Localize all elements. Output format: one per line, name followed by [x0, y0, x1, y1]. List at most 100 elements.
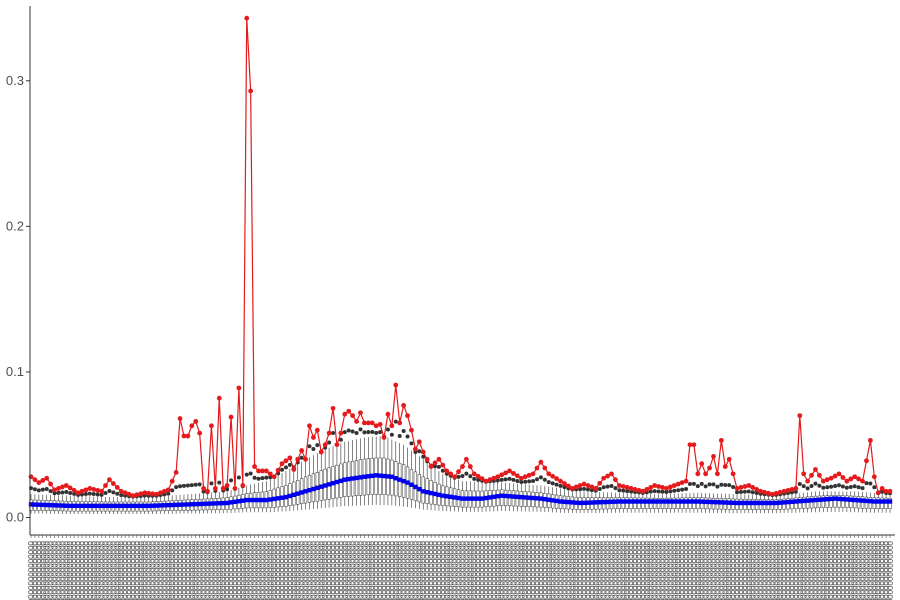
median-point [538, 496, 544, 501]
median-point [511, 494, 516, 499]
median-point [652, 499, 657, 504]
x-tick-label: 0000000000000000000 [878, 540, 887, 600]
max-point [232, 486, 238, 491]
x-tick-label: 0000000000000000000 [835, 540, 844, 600]
x-tick-label: 0000000000000000000 [294, 540, 303, 600]
outlier-point [597, 486, 602, 491]
x-tick-label: 0000000000000000000 [341, 540, 350, 600]
outlier-point [742, 489, 747, 494]
max-point [436, 456, 442, 462]
outlier-point [52, 491, 57, 496]
median-point [75, 503, 81, 509]
outlier-point [617, 488, 622, 493]
x-tick-label: 0000000000000000000 [498, 540, 507, 600]
median-point [79, 503, 85, 509]
max-point [715, 471, 720, 477]
median-point [275, 496, 281, 501]
median-series [28, 473, 893, 509]
median-point [801, 498, 806, 504]
max-point [707, 465, 712, 471]
median-point [115, 503, 120, 509]
max-point [750, 485, 756, 490]
box [829, 495, 833, 508]
median-point [370, 473, 375, 478]
max-point [307, 423, 312, 429]
max-point [856, 476, 862, 482]
max-point [479, 476, 485, 482]
outlier-point [83, 492, 88, 497]
x-tick-label: 0000000000000000000 [98, 540, 107, 600]
outlier-point [331, 430, 336, 435]
outlier-point [64, 490, 69, 495]
max-point [169, 478, 175, 484]
x-tick-label: 0000000000000000000 [874, 540, 883, 600]
median-point [479, 496, 485, 501]
max-point [369, 420, 375, 426]
x-tick-label: 0000000000000000000 [792, 540, 801, 600]
median-point [574, 500, 579, 505]
x-tick-label: 0000000000000000000 [804, 540, 813, 600]
median-point [326, 482, 332, 487]
outlier-point [821, 485, 826, 490]
x-tick-label: 0000000000000000000 [204, 540, 213, 600]
max-point [118, 488, 124, 494]
max-point [263, 468, 269, 474]
median-point [322, 483, 328, 488]
outlier-point [268, 475, 273, 480]
x-tick-label: 0000000000000000000 [678, 540, 687, 600]
x-tick-label: 0000000000000000000 [706, 540, 715, 600]
max-point [840, 475, 846, 480]
x-tick-label: 0000000000000000000 [196, 540, 205, 600]
max-point [193, 419, 199, 424]
outlier-point [797, 482, 802, 487]
x-tick-label: 0000000000000000000 [662, 540, 671, 600]
x-tick-label: 0000000000000000000 [788, 540, 797, 600]
outlier-point [727, 483, 732, 488]
max-point [652, 483, 658, 488]
x-tick-label: 0000000000000000000 [251, 540, 260, 600]
max-point [628, 486, 634, 491]
y-tick-label: 0.3 [6, 73, 24, 88]
x-tick-label: 0000000000000000000 [619, 540, 628, 600]
x-tick-label: 0000000000000000000 [702, 540, 711, 600]
max-point [79, 488, 85, 494]
x-tick-label: 0000000000000000000 [211, 540, 220, 600]
max-point [318, 449, 324, 455]
median-point [534, 496, 540, 501]
x-tick-labels: 0000000000000000000000000000000000000000… [27, 535, 895, 600]
median-point [315, 485, 320, 491]
median-point [464, 496, 469, 501]
median-point [138, 503, 144, 509]
max-point [405, 413, 410, 419]
x-tick-label: 0000000000000000000 [553, 540, 562, 600]
median-point [625, 499, 630, 504]
max-point [824, 477, 830, 483]
outlier-point [401, 428, 406, 433]
median-point [860, 498, 865, 503]
max-point [181, 433, 187, 439]
max-point [601, 475, 607, 481]
outlier-point [813, 481, 818, 486]
x-tick-label: 0000000000000000000 [384, 540, 393, 600]
median-point [99, 503, 104, 509]
median-point [691, 499, 697, 504]
median-point [334, 479, 340, 485]
max-point [362, 420, 367, 426]
max-point [350, 413, 356, 419]
outlier-point [609, 483, 614, 488]
x-tick-label: 0000000000000000000 [651, 540, 660, 600]
x-tick-label: 0000000000000000000 [753, 540, 762, 600]
x-tick-label: 0000000000000000000 [627, 540, 636, 600]
median-point [687, 499, 693, 504]
max-point [781, 488, 787, 494]
max-point [138, 491, 144, 497]
x-tick-label: 0000000000000000000 [721, 540, 730, 600]
median-point [503, 493, 508, 499]
outlier-point [405, 434, 410, 439]
max-point [546, 471, 552, 477]
x-tick-label: 0000000000000000000 [600, 540, 609, 600]
x-tick-label: 0000000000000000000 [855, 540, 864, 600]
max-point [440, 462, 446, 468]
max-point [287, 455, 293, 461]
x-tick-label: 0000000000000000000 [270, 540, 279, 600]
